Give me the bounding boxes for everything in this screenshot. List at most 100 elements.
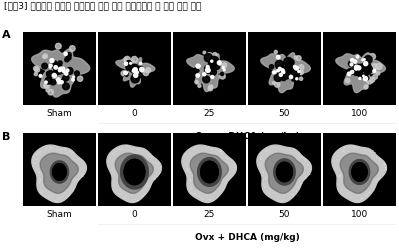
Polygon shape: [75, 72, 79, 76]
Polygon shape: [35, 68, 40, 73]
Polygon shape: [219, 64, 221, 66]
Polygon shape: [187, 55, 234, 92]
Polygon shape: [354, 68, 358, 71]
Polygon shape: [362, 60, 363, 61]
Polygon shape: [274, 159, 295, 185]
Polygon shape: [350, 64, 353, 67]
Polygon shape: [57, 79, 60, 82]
Polygon shape: [363, 67, 369, 73]
Text: 50: 50: [279, 108, 290, 117]
Polygon shape: [299, 65, 304, 71]
Polygon shape: [124, 160, 145, 185]
Polygon shape: [299, 78, 303, 81]
Polygon shape: [63, 76, 69, 82]
Polygon shape: [132, 57, 138, 63]
Polygon shape: [357, 71, 363, 77]
Polygon shape: [209, 63, 213, 67]
Polygon shape: [275, 82, 280, 88]
Polygon shape: [190, 153, 228, 194]
Polygon shape: [355, 66, 359, 70]
Polygon shape: [277, 163, 292, 182]
Polygon shape: [214, 64, 220, 70]
Polygon shape: [206, 69, 210, 73]
Polygon shape: [354, 65, 362, 73]
Polygon shape: [77, 77, 83, 82]
Polygon shape: [49, 65, 52, 68]
Polygon shape: [261, 54, 310, 93]
Polygon shape: [132, 71, 134, 72]
Polygon shape: [277, 56, 280, 60]
Polygon shape: [376, 64, 382, 70]
Polygon shape: [222, 67, 224, 69]
Polygon shape: [124, 74, 128, 77]
Polygon shape: [32, 50, 90, 98]
Polygon shape: [358, 66, 365, 73]
Text: 50: 50: [279, 209, 290, 218]
Polygon shape: [360, 66, 363, 69]
Polygon shape: [63, 71, 65, 73]
Polygon shape: [282, 69, 286, 72]
Polygon shape: [34, 67, 38, 72]
Polygon shape: [196, 75, 200, 78]
Polygon shape: [363, 77, 367, 81]
Polygon shape: [283, 73, 290, 80]
Polygon shape: [218, 62, 220, 64]
Polygon shape: [221, 73, 224, 76]
Polygon shape: [336, 54, 385, 93]
Polygon shape: [54, 68, 61, 75]
Polygon shape: [59, 71, 60, 73]
Polygon shape: [66, 56, 71, 61]
Text: Sham: Sham: [47, 108, 72, 117]
Polygon shape: [57, 67, 63, 72]
Polygon shape: [32, 145, 87, 203]
Text: 100: 100: [351, 108, 368, 117]
Polygon shape: [131, 75, 139, 84]
Polygon shape: [283, 72, 285, 74]
Polygon shape: [198, 66, 200, 67]
Polygon shape: [367, 79, 373, 85]
Polygon shape: [277, 70, 279, 73]
Polygon shape: [42, 64, 47, 70]
Polygon shape: [39, 75, 42, 78]
Text: Sham: Sham: [47, 209, 72, 218]
Polygon shape: [296, 69, 299, 73]
Polygon shape: [58, 68, 64, 74]
Polygon shape: [358, 70, 362, 74]
Polygon shape: [369, 78, 375, 83]
Polygon shape: [272, 72, 275, 74]
Polygon shape: [45, 78, 52, 85]
Polygon shape: [205, 69, 208, 72]
Polygon shape: [277, 66, 284, 73]
Polygon shape: [121, 72, 126, 77]
Polygon shape: [351, 71, 354, 74]
Polygon shape: [351, 68, 358, 75]
Polygon shape: [352, 163, 367, 181]
Polygon shape: [43, 55, 47, 59]
Polygon shape: [220, 74, 225, 80]
Polygon shape: [208, 87, 213, 91]
Polygon shape: [281, 71, 284, 74]
Polygon shape: [133, 76, 136, 79]
Polygon shape: [363, 62, 368, 66]
Polygon shape: [132, 69, 137, 73]
Polygon shape: [350, 59, 354, 63]
Polygon shape: [280, 70, 285, 75]
Polygon shape: [369, 54, 375, 60]
Polygon shape: [257, 145, 312, 203]
Polygon shape: [131, 68, 136, 72]
Polygon shape: [207, 67, 215, 74]
Polygon shape: [201, 162, 218, 183]
Text: 25: 25: [204, 209, 215, 218]
Polygon shape: [354, 72, 358, 76]
Polygon shape: [359, 78, 361, 80]
Polygon shape: [58, 82, 60, 84]
Polygon shape: [223, 70, 225, 72]
Polygon shape: [210, 70, 217, 76]
Polygon shape: [205, 68, 212, 74]
Polygon shape: [206, 66, 209, 69]
Polygon shape: [213, 53, 217, 58]
Polygon shape: [205, 66, 210, 72]
Polygon shape: [53, 62, 57, 66]
Polygon shape: [130, 68, 134, 73]
Polygon shape: [58, 68, 63, 72]
